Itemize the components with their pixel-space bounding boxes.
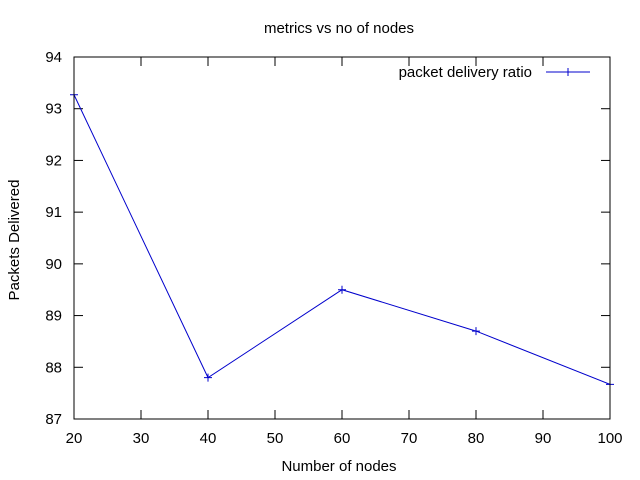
y-tick-label: 91: [45, 204, 62, 221]
chart-title: metrics vs no of nodes: [264, 20, 414, 37]
y-tick-label: 87: [45, 411, 62, 428]
x-tick-label: 50: [267, 430, 284, 447]
y-tick-label: 90: [45, 256, 62, 273]
x-tick-label: 30: [133, 430, 150, 447]
y-tick-label: 89: [45, 308, 62, 325]
x-tick-label: 20: [66, 430, 83, 447]
legend: packet delivery ratio: [399, 64, 590, 81]
x-tick-label: 90: [535, 430, 552, 447]
data-point-marker: [204, 373, 212, 382]
y-tick-label: 88: [45, 359, 62, 376]
series-layer: [70, 90, 614, 389]
y-axis-label: Packets Delivered: [6, 180, 23, 301]
axis-ticks: 20 30 40 50 60 70 80 90 100 87 88 89 90 91 92 93 94: [45, 49, 622, 447]
y-tick-label: 93: [45, 101, 62, 118]
series-line: [73, 94, 611, 385]
x-tick-label: 40: [200, 430, 217, 447]
plot-frame: [73, 56, 611, 420]
legend-marker: [564, 68, 572, 76]
data-point-marker: [338, 285, 346, 294]
y-tick-label: 92: [45, 152, 62, 169]
data-point-marker: [472, 327, 480, 336]
x-axis-label: Number of nodes: [281, 458, 396, 475]
x-tick-label: 80: [468, 430, 485, 447]
y-tick-label: 94: [45, 49, 62, 66]
x-tick-label: 60: [334, 430, 351, 447]
x-tick-label: 70: [401, 430, 418, 447]
legend-label: packet delivery ratio: [399, 64, 532, 81]
x-tick-label: 100: [597, 430, 622, 447]
